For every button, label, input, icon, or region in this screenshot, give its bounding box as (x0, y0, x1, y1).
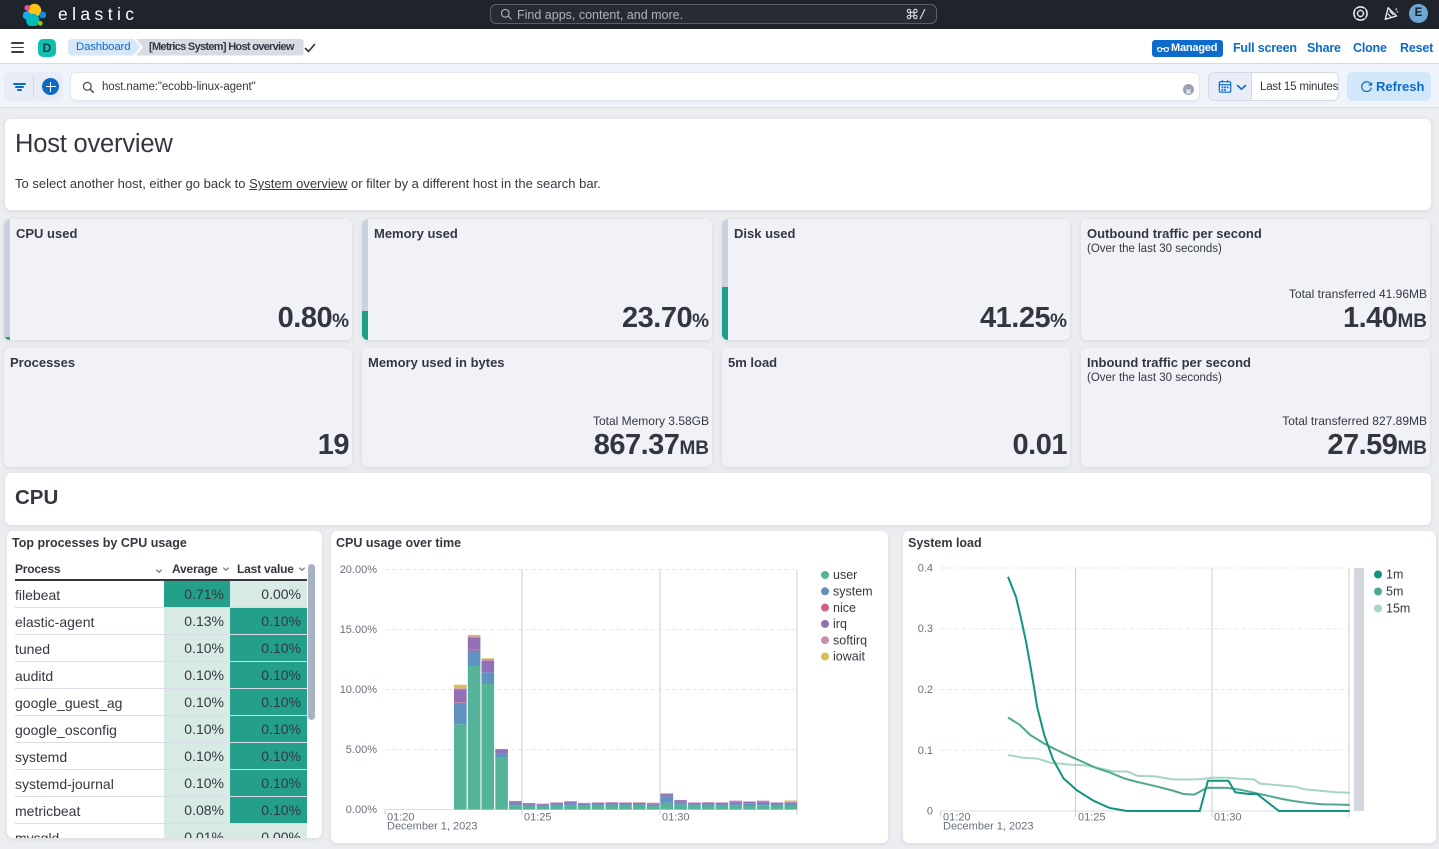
svg-text:01:30: 01:30 (1214, 812, 1242, 824)
svg-text:user: user (833, 568, 857, 582)
svg-text:01:20: 01:20 (387, 812, 415, 824)
svg-text:15.00%: 15.00% (340, 624, 378, 636)
svg-text:01:30: 01:30 (662, 812, 690, 824)
svg-text:softirq: softirq (833, 633, 867, 647)
svg-text:0: 0 (927, 806, 933, 818)
svg-text:0.2: 0.2 (918, 684, 933, 696)
svg-text:01:25: 01:25 (1078, 812, 1106, 824)
svg-text:01:25: 01:25 (524, 812, 552, 824)
svg-text:5.00%: 5.00% (346, 744, 377, 756)
svg-text:December 1, 2023: December 1, 2023 (943, 821, 1034, 833)
svg-text:01:20: 01:20 (943, 812, 971, 824)
svg-text:10.00%: 10.00% (340, 684, 378, 696)
svg-text:December 1, 2023: December 1, 2023 (387, 821, 478, 833)
svg-text:nice: nice (833, 601, 856, 615)
svg-text:15m: 15m (1386, 602, 1410, 616)
svg-text:iowait: iowait (833, 650, 865, 664)
svg-text:20.00%: 20.00% (340, 564, 378, 576)
svg-text:0.3: 0.3 (918, 623, 933, 635)
svg-text:0.1: 0.1 (918, 745, 933, 757)
svg-text:0.4: 0.4 (918, 563, 933, 575)
svg-text:1m: 1m (1386, 568, 1403, 582)
svg-text:system: system (833, 585, 873, 599)
svg-text:0.00%: 0.00% (346, 804, 377, 816)
svg-text:irq: irq (833, 617, 847, 631)
svg-text:5m: 5m (1386, 585, 1403, 599)
